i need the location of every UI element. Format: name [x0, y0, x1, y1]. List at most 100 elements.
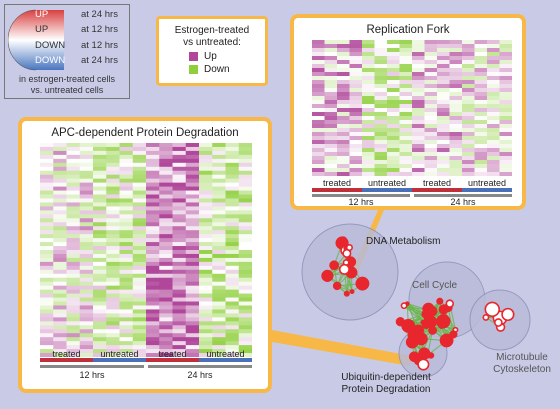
heatmap-cell [146, 321, 160, 326]
heatmap-cell [119, 158, 134, 164]
heatmap-cell [119, 333, 134, 338]
heatmap-cell [487, 88, 500, 93]
heatmap-cell [499, 64, 512, 69]
heatmap-cell [146, 337, 160, 342]
heatmap-cell [40, 186, 54, 192]
heatmap-cell [312, 116, 325, 121]
heatmap-cell [337, 148, 350, 153]
heatmap-cell [449, 48, 463, 53]
heatmap-cell [437, 116, 450, 121]
heatmap-cell [40, 313, 54, 318]
heatmap-cell [412, 156, 425, 161]
heatmap-cell [374, 64, 388, 69]
heatmap-cell [312, 40, 325, 45]
heatmap-cell [324, 148, 338, 153]
heatmap-cell [93, 158, 107, 164]
heatmap-cell [462, 140, 475, 145]
heatmap-cell [387, 144, 400, 149]
heatmap-cell [212, 214, 226, 219]
heatmap-cell [474, 116, 488, 121]
heatmap-cell [238, 198, 252, 203]
heatmap-cell [499, 96, 512, 101]
heatmap-cell [93, 166, 107, 172]
heatmap-cell [172, 325, 187, 330]
heatmap-cell [53, 202, 67, 207]
heatmap-cell [474, 160, 488, 165]
heatmap-cell [337, 168, 350, 173]
heatmap-cell [412, 76, 425, 81]
heatmap-cell [106, 325, 120, 330]
heatmap-cell [399, 164, 413, 169]
network-node [332, 281, 342, 291]
heatmap-cell [66, 313, 81, 318]
heatmap-cell [212, 353, 226, 357]
heatmap-cell [185, 158, 200, 164]
heatmap-cell [462, 80, 475, 85]
heatmap-cell [212, 305, 226, 310]
heatmap-cell [106, 305, 120, 310]
heatmap-cell [499, 84, 512, 89]
heatmap-cell [199, 325, 213, 330]
heatmap-cell [79, 277, 94, 283]
heatmap-cell [238, 242, 252, 247]
heatmap-cell [312, 76, 325, 81]
heatmap-cell [499, 92, 512, 97]
heatmap-cell [349, 152, 363, 157]
heatmap-cell [53, 273, 67, 279]
heatmap-cell [146, 250, 160, 255]
heatmap-cell [212, 289, 226, 295]
network-edge [403, 305, 424, 323]
heatmap-cell [119, 353, 134, 357]
heatmap-cell [159, 198, 173, 203]
heatmap-cell [132, 198, 147, 203]
heatmap-cell [185, 206, 200, 211]
heatmap-cell [387, 108, 400, 113]
heatmap-cell [146, 174, 160, 180]
heatmap-cell [159, 281, 173, 287]
heatmap-cell [487, 108, 500, 113]
heatmap-cell [40, 146, 54, 152]
heatmap-cell [172, 273, 187, 279]
heatmap-cell [119, 349, 134, 354]
heatmap-cell [487, 144, 500, 149]
heatmap-cell [238, 269, 252, 275]
heatmap-cell [93, 301, 107, 306]
heatmap-cell [349, 172, 363, 176]
heatmap-cell [312, 104, 325, 109]
heatmap-cell [499, 44, 512, 49]
heatmap-cell [53, 261, 67, 267]
heatmap-cell [312, 128, 325, 133]
heatmap-cell [324, 48, 338, 53]
heatmap-cell [337, 52, 350, 57]
heatmap-cell [474, 80, 488, 85]
heatmap-cell [119, 194, 134, 199]
heatmap-cell [212, 238, 226, 243]
heatmap-cell [66, 162, 81, 168]
heatmap-cell [337, 40, 350, 45]
heatmap-cell [437, 64, 450, 69]
heatmap-cell [172, 194, 187, 199]
heatmap-cell [119, 281, 134, 287]
heatmap-cell [225, 210, 240, 215]
heatmap-cell [337, 160, 350, 165]
heatmap-cell [119, 313, 134, 318]
heatmap-cell [312, 80, 325, 85]
heatmap-cell [146, 281, 160, 287]
heatmap-cell [106, 166, 120, 172]
heatmap-cell [462, 68, 475, 73]
heatmap-cell [349, 64, 363, 69]
heatmap-cell [132, 166, 147, 172]
direction-legend: UP at 24 hrs UP at 12 hrs DOWN at 12 hrs… [4, 4, 130, 99]
heatmap-cell [312, 168, 325, 173]
heatmap-cell [225, 257, 240, 263]
network-node [427, 315, 435, 324]
heatmap-cell [199, 166, 213, 172]
heatmap-cell [119, 214, 134, 219]
heatmap-cell [66, 250, 81, 255]
heatmap-cell [79, 273, 94, 279]
heatmap-cell [79, 190, 94, 196]
apc-condition-bar [40, 358, 252, 362]
heatmap-cell [172, 234, 187, 239]
heatmap-cell [374, 128, 388, 133]
heatmap-cell [79, 301, 94, 306]
